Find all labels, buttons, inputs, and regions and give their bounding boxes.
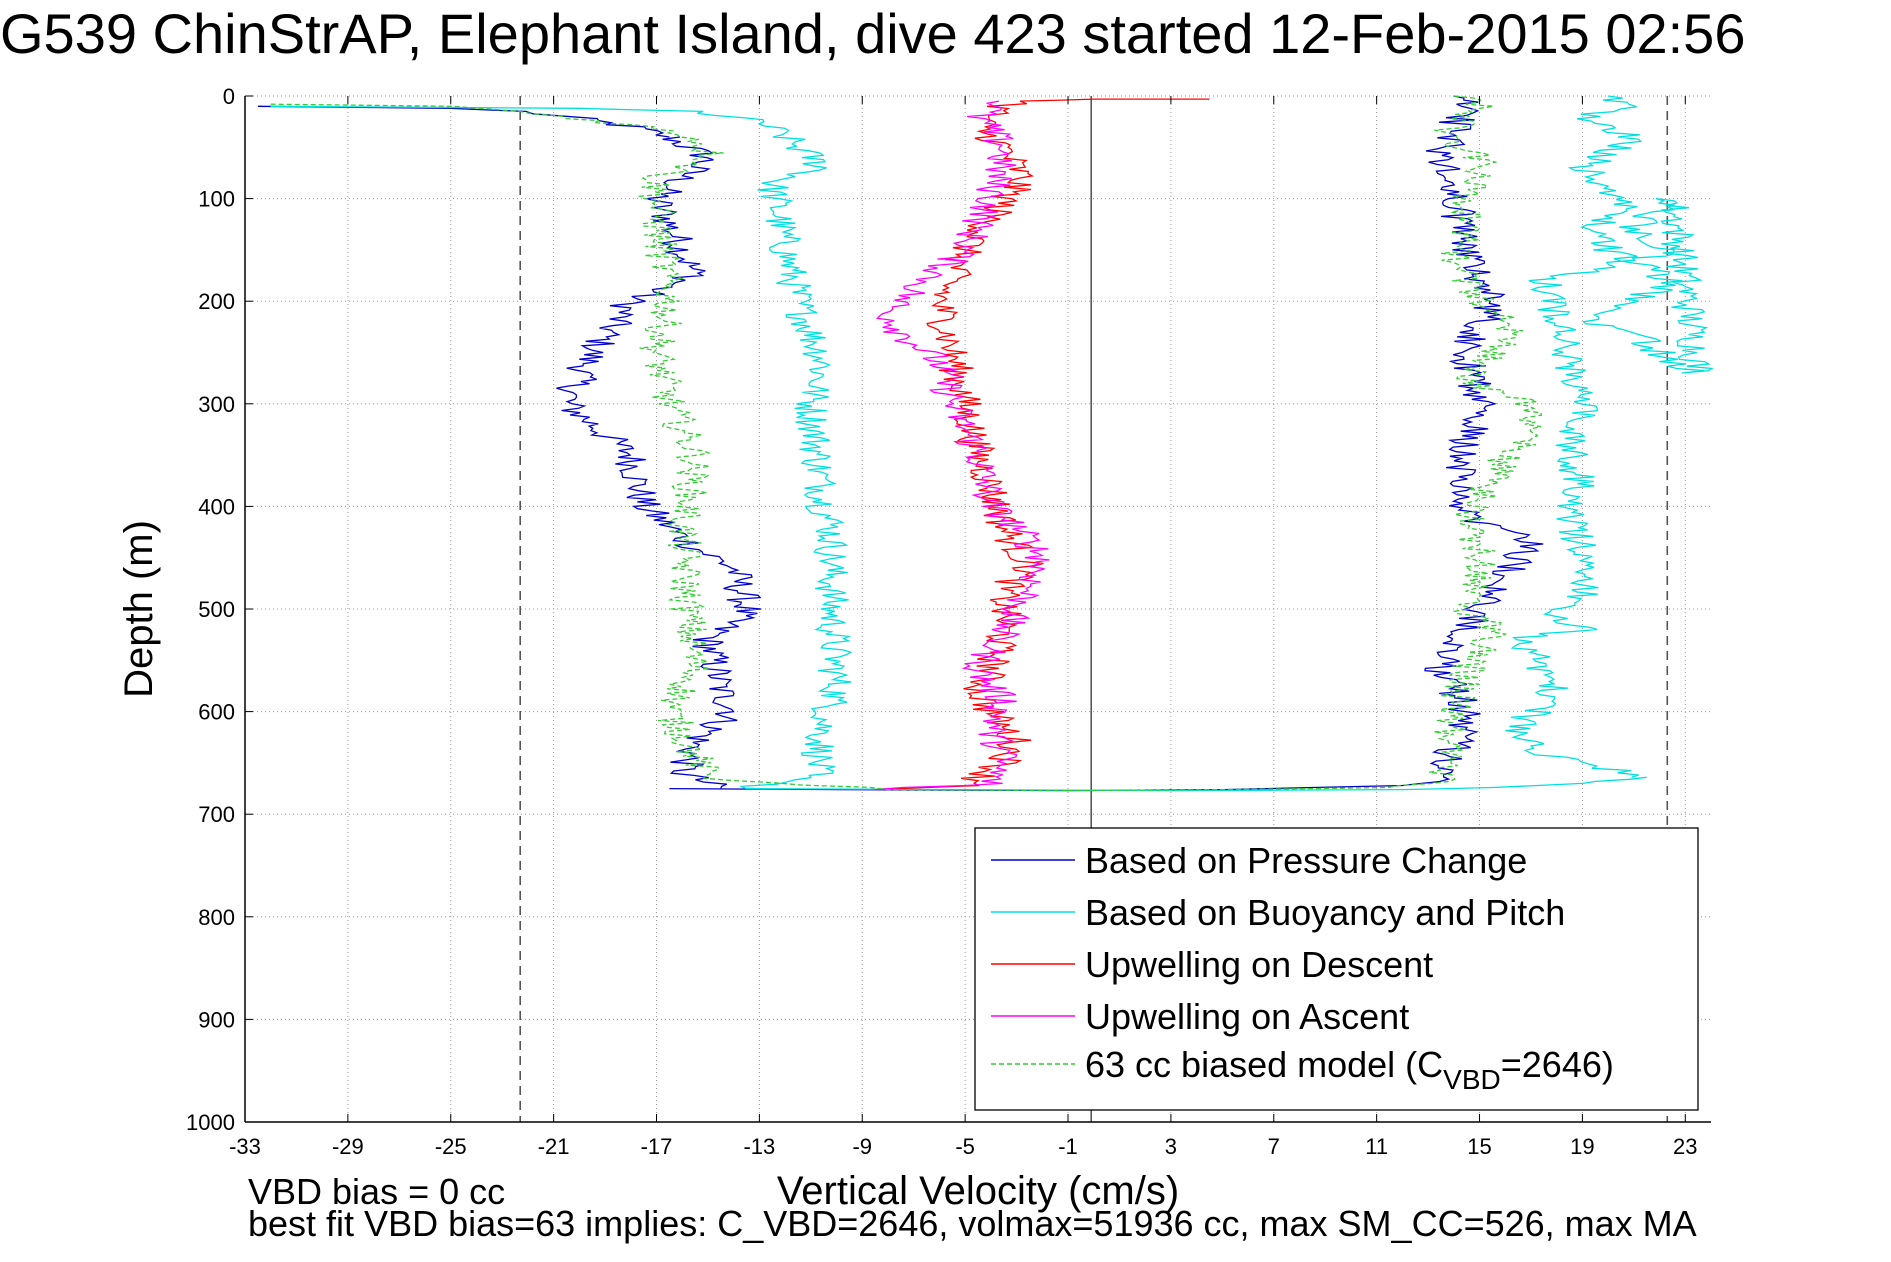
y-tick-label: 200	[198, 289, 235, 314]
x-tick-label: -9	[852, 1134, 872, 1159]
y-axis-label: Depth (m)	[117, 520, 161, 698]
x-tick-label: -13	[743, 1134, 775, 1159]
x-tick-label: 3	[1165, 1134, 1177, 1159]
x-axis-label: Vertical Velocity (cm/s)	[777, 1169, 1179, 1213]
x-tick-label: 23	[1673, 1134, 1697, 1159]
series-line-1-0	[270, 105, 853, 790]
legend-label-2: Upwelling on Descent	[1085, 944, 1433, 985]
y-tick-label: 1000	[186, 1110, 235, 1135]
legend-label-4: 63 cc biased model (CVBD=2646)	[1085, 1044, 1614, 1095]
y-tick-label: 700	[198, 802, 235, 827]
vbd-bias-annotation: VBD bias = 0 cc	[248, 1171, 506, 1212]
x-tick-label: -25	[435, 1134, 467, 1159]
series-line-4-1	[1067, 95, 1543, 792]
series-line-2-0	[875, 98, 1210, 791]
series-line-3-0	[875, 100, 1050, 791]
y-tick-label: 600	[198, 700, 235, 725]
series-line-1-2	[1505, 95, 1714, 778]
y-tick-label: 400	[198, 494, 235, 519]
y-tick-label: 500	[198, 597, 235, 622]
series-line-4-0	[270, 103, 1069, 792]
y-tick-label: 900	[198, 1007, 235, 1032]
best-fit-annotation: best fit VBD bias=63 implies: C_VBD=2646…	[248, 1203, 1697, 1244]
series-line-0-1	[556, 136, 762, 789]
y-tick-label: 0	[223, 84, 235, 109]
legend-label-3: Upwelling on Ascent	[1085, 996, 1409, 1037]
series-line-0-3	[1424, 95, 1544, 783]
x-tick-label: 7	[1268, 1134, 1280, 1159]
x-tick-label: -21	[538, 1134, 570, 1159]
x-tick-label: -5	[955, 1134, 975, 1159]
legend-label-0: Based on Pressure Change	[1085, 840, 1527, 881]
y-tick-label: 300	[198, 392, 235, 417]
legend-label-1: Based on Buoyancy and Pitch	[1085, 892, 1565, 933]
legend-box	[974, 827, 1699, 1111]
x-tick-label: -1	[1058, 1134, 1078, 1159]
y-tick-label: 100	[198, 187, 235, 212]
x-tick-label: 19	[1570, 1134, 1594, 1159]
x-tick-label: -33	[229, 1134, 261, 1159]
x-tick-label: 11	[1365, 1134, 1388, 1159]
y-tick-label: 800	[198, 905, 235, 930]
x-tick-label: -17	[641, 1134, 673, 1159]
x-tick-label: -29	[332, 1134, 364, 1159]
chart-title: G539 ChinStrAP, Elephant Island, dive 42…	[0, 2, 1746, 65]
x-tick-label: 15	[1467, 1134, 1491, 1159]
